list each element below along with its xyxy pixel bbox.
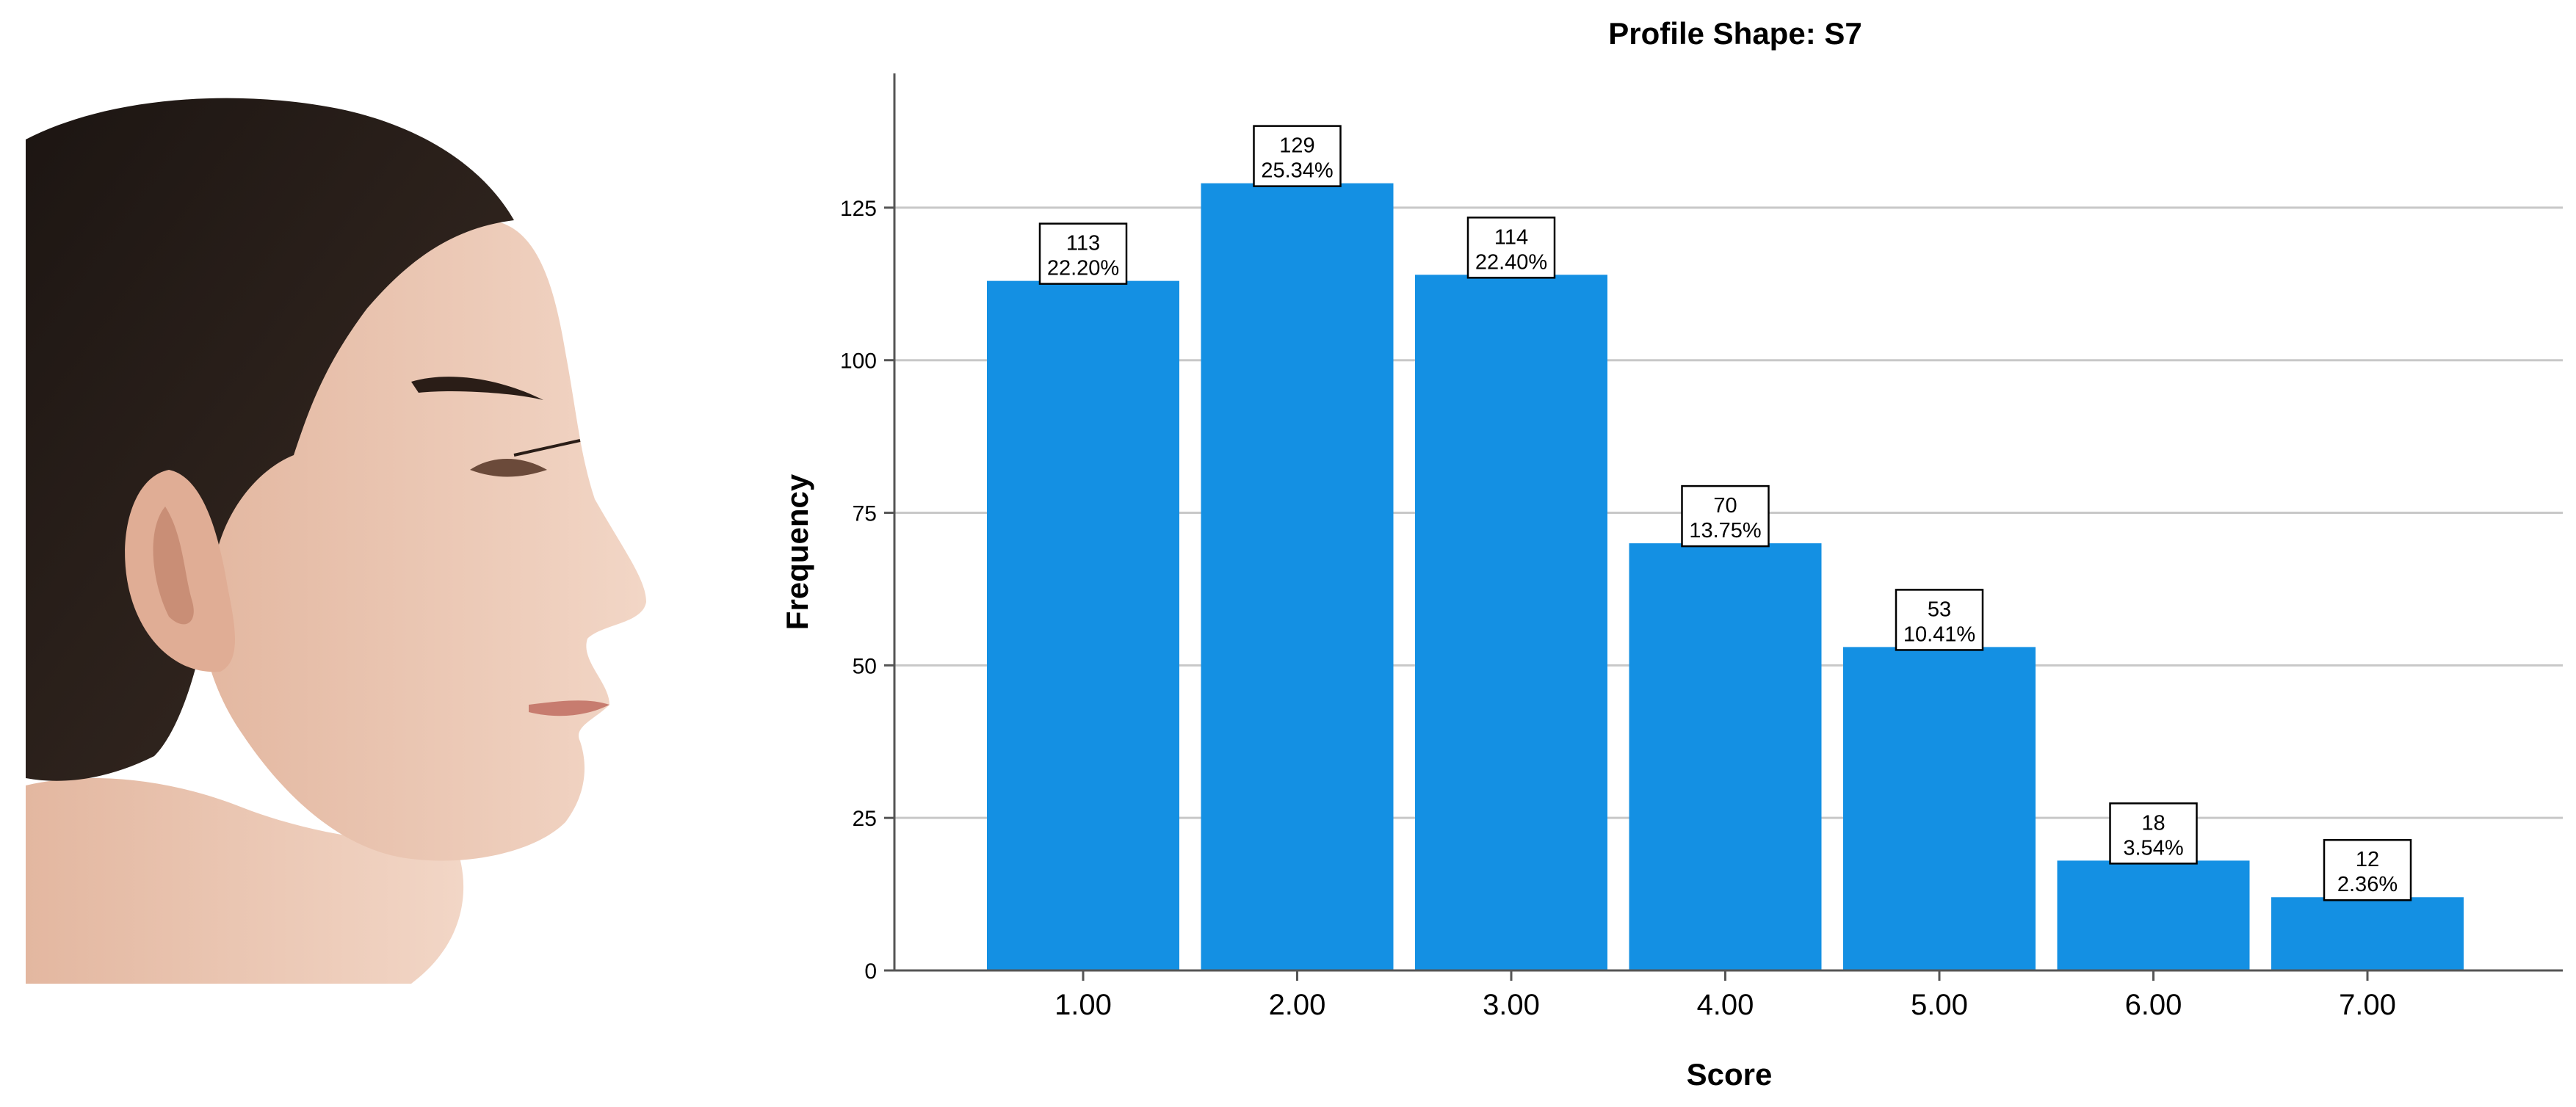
data-label-percent: 22.20% xyxy=(1047,257,1119,280)
data-label-box xyxy=(1895,589,1984,651)
data-label-count: 70 xyxy=(1713,494,1737,518)
data-label-count: 129 xyxy=(1279,134,1314,158)
data-label-count: 114 xyxy=(1494,225,1528,249)
bar xyxy=(1415,275,1607,970)
x-tick-label: 5.00 xyxy=(1911,989,1968,1021)
data-label-count: 113 xyxy=(1066,232,1100,255)
bar xyxy=(1629,543,1822,970)
y-tick-labels: 0 25 50 75 100 125 xyxy=(840,197,894,984)
bar xyxy=(987,280,1179,970)
y-tick-label: 25 xyxy=(853,807,877,831)
data-label-box xyxy=(1253,125,1342,187)
data-label-box xyxy=(1681,484,1770,548)
bar xyxy=(1201,183,1394,970)
x-tick-label: 6.00 xyxy=(2125,989,2182,1021)
data-label-percent: 13.75% xyxy=(1689,519,1761,542)
y-tick-label: 0 xyxy=(864,959,877,984)
data-label-count: 12 xyxy=(2356,848,2379,871)
bar xyxy=(2271,897,2464,970)
data-label-box xyxy=(2323,838,2412,901)
chart-title: Profile Shape: S7 xyxy=(1608,16,1862,51)
x-tick-label: 4.00 xyxy=(1697,989,1754,1021)
data-label-count: 18 xyxy=(2141,811,2165,835)
y-axis-title: Frequency xyxy=(780,473,814,630)
data-label-percent: 25.34% xyxy=(1261,159,1333,183)
bar xyxy=(1843,647,2036,970)
data-label-percent: 2.36% xyxy=(2337,873,2398,896)
x-tick-label: 1.00 xyxy=(1054,989,1112,1021)
x-tick-label: 3.00 xyxy=(1483,989,1540,1021)
data-label-count: 53 xyxy=(1928,598,1951,621)
data-label-percent: 3.54% xyxy=(2123,836,2183,860)
data-label-percent: 10.41% xyxy=(1903,623,1975,646)
x-axis-title: Score xyxy=(1687,1057,1773,1092)
x-tick-label: 2.00 xyxy=(1269,989,1326,1021)
bars xyxy=(987,183,2464,970)
y-tick-label: 125 xyxy=(840,197,877,221)
bar xyxy=(2057,860,2250,970)
data-label-percent: 22.40% xyxy=(1475,250,1547,274)
data-label-box xyxy=(1466,217,1556,279)
face-profile-illustration xyxy=(26,98,646,984)
x-tick-label: 7.00 xyxy=(2339,989,2396,1021)
data-label-box xyxy=(1038,222,1128,285)
x-tick-labels: 1.00 2.00 3.00 4.00 5.00 6.00 7.00 xyxy=(1054,970,2396,1021)
y-tick-label: 100 xyxy=(840,349,877,374)
y-tick-label: 75 xyxy=(853,502,877,526)
data-label-box xyxy=(2109,802,2198,865)
y-tick-label: 50 xyxy=(853,654,877,678)
